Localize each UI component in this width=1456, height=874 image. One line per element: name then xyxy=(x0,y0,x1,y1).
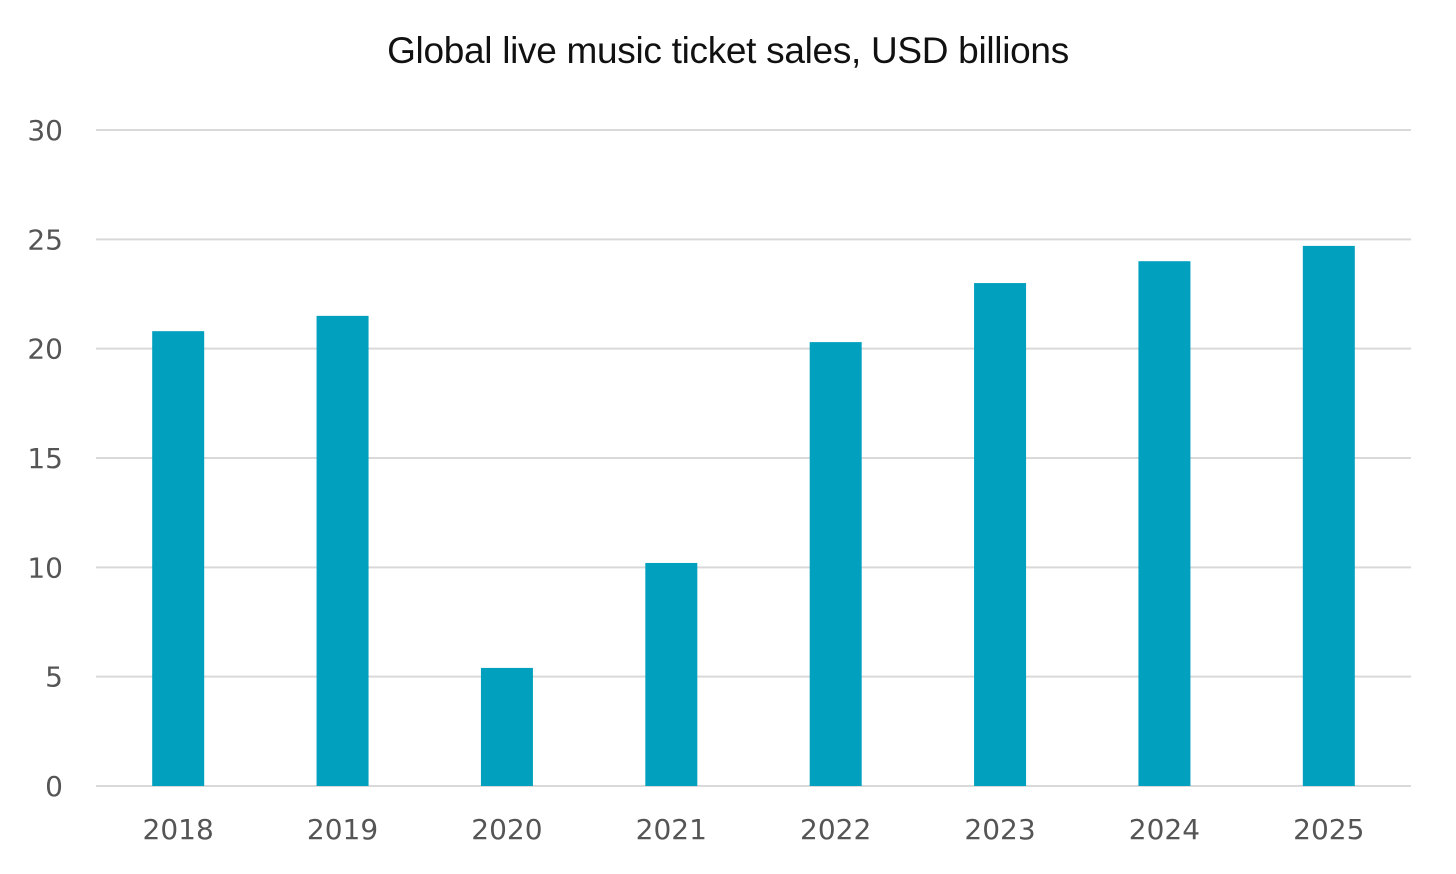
y-tick-label: 10 xyxy=(27,551,63,584)
bar-2024 xyxy=(1138,261,1191,786)
y-tick-label: 5 xyxy=(45,661,63,694)
y-axis-tick-labels: 0 5 10 15 20 25 30 xyxy=(27,114,63,803)
chart-title: Global live music ticket sales, USD bill… xyxy=(387,30,1069,71)
y-tick-label: 30 xyxy=(27,114,63,147)
bar-2021 xyxy=(645,562,698,786)
bar-2020 xyxy=(480,667,533,786)
x-tick-label: 2021 xyxy=(636,813,707,846)
x-tick-label: 2018 xyxy=(143,813,214,846)
bar-2023 xyxy=(974,283,1027,786)
x-tick-label: 2020 xyxy=(471,813,542,846)
bar-2022 xyxy=(809,342,862,786)
y-tick-label: 20 xyxy=(27,333,63,366)
bars xyxy=(152,245,1355,787)
y-tick-label: 25 xyxy=(27,223,63,256)
gridlines xyxy=(96,129,1411,787)
x-axis-tick-labels: 2018 2019 2020 2021 2022 2023 2024 2025 xyxy=(143,813,1365,846)
y-tick-label: 0 xyxy=(45,770,63,803)
bar-2025 xyxy=(1302,245,1355,787)
x-tick-label: 2023 xyxy=(964,813,1035,846)
x-tick-label: 2019 xyxy=(307,813,378,846)
y-tick-label: 15 xyxy=(27,442,63,475)
x-tick-label: 2024 xyxy=(1129,813,1200,846)
bar-2018 xyxy=(152,331,205,786)
x-tick-label: 2025 xyxy=(1293,813,1364,846)
x-tick-label: 2022 xyxy=(800,813,871,846)
bar-2019 xyxy=(316,315,369,786)
